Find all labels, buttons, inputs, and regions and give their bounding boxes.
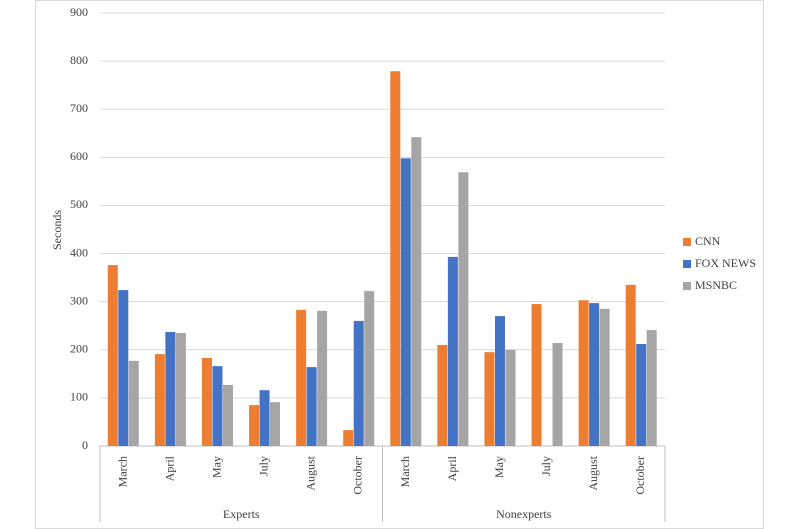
bar xyxy=(118,290,129,446)
bar xyxy=(400,158,411,446)
bar xyxy=(201,357,212,446)
x-tick-label: March xyxy=(115,456,129,487)
group-label: Nonexperts xyxy=(496,507,552,521)
bar xyxy=(364,291,375,446)
bar xyxy=(411,137,422,447)
bar xyxy=(259,390,270,446)
x-tick-label: July xyxy=(257,456,271,476)
y-tick-label: 300 xyxy=(70,293,88,307)
bar xyxy=(107,265,118,446)
y-axis-title: Seconds xyxy=(50,210,64,250)
legend-label: MSNBC xyxy=(695,278,737,292)
bar xyxy=(484,352,495,446)
bar xyxy=(343,430,354,446)
bar xyxy=(646,330,657,446)
legend-swatch xyxy=(683,260,691,268)
legend-label: FOX NEWS xyxy=(695,256,756,270)
bar xyxy=(636,344,647,446)
y-tick-label: 100 xyxy=(70,390,88,404)
bar xyxy=(296,309,307,446)
bar xyxy=(175,332,186,446)
x-tick-label: March xyxy=(398,456,412,487)
bar xyxy=(128,360,139,446)
bar xyxy=(589,303,600,446)
bar xyxy=(531,304,542,446)
bar xyxy=(578,300,589,446)
x-tick-label: August xyxy=(304,455,318,490)
bar xyxy=(165,331,176,446)
x-tick-label: July xyxy=(539,456,553,476)
bar xyxy=(599,308,610,446)
group-label: Experts xyxy=(223,507,260,521)
bar xyxy=(306,367,317,446)
bar xyxy=(222,384,233,446)
y-tick-label: 200 xyxy=(70,342,88,356)
bar xyxy=(625,284,636,446)
y-tick-label: 400 xyxy=(70,245,88,259)
bar xyxy=(494,316,505,446)
y-tick-label: 900 xyxy=(70,5,88,19)
legend-swatch xyxy=(683,282,691,290)
bar xyxy=(353,320,364,446)
bar xyxy=(154,354,165,446)
bar xyxy=(249,405,260,446)
bar xyxy=(212,366,223,446)
bar xyxy=(447,256,458,446)
bar xyxy=(390,71,401,446)
y-tick-label: 0 xyxy=(82,438,88,452)
bar xyxy=(317,310,328,446)
bar xyxy=(552,343,563,446)
x-tick-label: October xyxy=(633,456,647,495)
bar xyxy=(505,349,516,446)
x-tick-label: October xyxy=(351,456,365,495)
y-tick-label: 500 xyxy=(70,197,88,211)
x-tick-label: April xyxy=(445,455,459,481)
x-tick-label: April xyxy=(162,455,176,481)
legend-label: CNN xyxy=(695,234,721,248)
y-tick-label: 700 xyxy=(70,101,88,115)
x-tick-label: May xyxy=(492,456,506,478)
y-tick-label: 600 xyxy=(70,149,88,163)
y-tick-label: 800 xyxy=(70,53,88,67)
bar xyxy=(270,402,281,446)
x-tick-label: August xyxy=(586,455,600,490)
x-tick-label: May xyxy=(209,456,223,478)
bar xyxy=(437,344,448,446)
bar xyxy=(458,172,469,446)
legend-swatch xyxy=(683,238,691,246)
